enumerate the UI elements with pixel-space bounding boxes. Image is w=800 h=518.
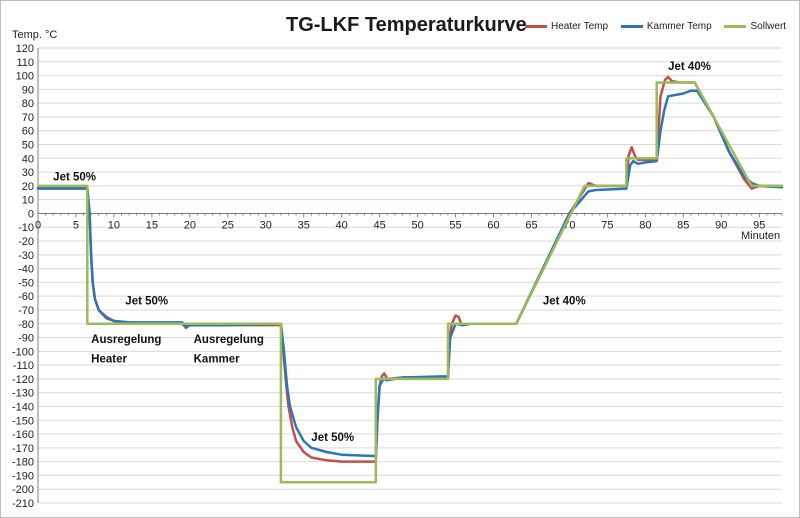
y-tick-label: 40 bbox=[22, 153, 34, 165]
legend-label-kammer: Kammer Temp bbox=[646, 21, 712, 32]
annotation-label: Kammer bbox=[194, 353, 241, 365]
x-tick-label: 15 bbox=[146, 219, 158, 231]
y-tick-label: 70 bbox=[22, 112, 34, 124]
legend-swatch-heater bbox=[525, 24, 547, 28]
y-axis-label: Temp. °C bbox=[12, 29, 58, 41]
x-tick-label: 5 bbox=[73, 219, 79, 231]
y-tick-label: -20 bbox=[18, 236, 34, 248]
x-tick-label: 20 bbox=[184, 219, 196, 231]
y-tick-label: 100 bbox=[16, 71, 34, 83]
annotation-label: Jet 40% bbox=[543, 295, 586, 307]
y-tick-label: -70 bbox=[18, 305, 34, 317]
x-tick-label: 40 bbox=[336, 219, 348, 231]
x-tick-label: 85 bbox=[677, 219, 689, 231]
x-tick-label: 75 bbox=[601, 219, 613, 231]
y-tick-label: -10 bbox=[18, 222, 34, 234]
legend-item-heater: Heater Temp bbox=[525, 21, 608, 32]
legend-label-heater: Heater Temp bbox=[551, 21, 609, 32]
y-tick-label: 110 bbox=[16, 57, 34, 69]
legend-swatch-kammer bbox=[620, 24, 643, 28]
x-tick-label: 60 bbox=[487, 219, 499, 231]
x-tick-label: 50 bbox=[411, 219, 423, 231]
series-line-heater-temp bbox=[36, 75, 784, 463]
x-tick-label: 95 bbox=[753, 219, 765, 231]
y-tick-label: 50 bbox=[22, 140, 34, 152]
x-tick-label: 80 bbox=[639, 219, 651, 231]
x-tick-label: 45 bbox=[374, 219, 386, 231]
y-tick-label: -180 bbox=[12, 457, 34, 469]
y-tick-label: -30 bbox=[18, 250, 34, 262]
annotation-label: Jet 40% bbox=[668, 61, 711, 73]
y-tick-label: -90 bbox=[18, 333, 34, 345]
y-tick-label: -160 bbox=[12, 429, 34, 441]
series-line-sollwert bbox=[36, 81, 784, 484]
annotation-label: Jet 50% bbox=[311, 432, 354, 444]
y-tick-label: 120 bbox=[16, 43, 34, 55]
legend-label-sollwert: Sollwert bbox=[750, 21, 787, 32]
y-tick-label: -150 bbox=[12, 415, 34, 427]
y-tick-label: -100 bbox=[12, 346, 34, 358]
y-tick-label: 80 bbox=[22, 98, 34, 110]
y-tick-label: -120 bbox=[12, 374, 34, 386]
y-tick-label: -170 bbox=[12, 443, 34, 455]
annotation-label: Ausregelung bbox=[194, 334, 264, 346]
annotation-label: Jet 50% bbox=[53, 171, 96, 183]
annotation-label: Ausregelung bbox=[91, 334, 161, 346]
chart-title: TG-LKF Temperaturkurve bbox=[286, 14, 527, 36]
y-tick-label: -50 bbox=[18, 277, 34, 289]
x-tick-label: 35 bbox=[298, 219, 310, 231]
x-axis-label: Minuten bbox=[741, 230, 781, 242]
x-tick-label: 65 bbox=[525, 219, 537, 231]
y-tick-label: -130 bbox=[12, 388, 34, 400]
y-tick-label: -110 bbox=[13, 360, 34, 372]
gridlines bbox=[38, 47, 782, 504]
series-lines bbox=[36, 75, 784, 484]
y-tick-label: 20 bbox=[22, 181, 34, 193]
legend-item-kammer: Kammer Temp bbox=[620, 21, 712, 32]
x-tick-label: 25 bbox=[222, 219, 234, 231]
y-tick-label: -210 bbox=[12, 498, 34, 510]
y-tick-label: -80 bbox=[18, 319, 34, 331]
x-tick-label: 90 bbox=[715, 219, 727, 231]
y-tick-label: 0 bbox=[28, 208, 34, 220]
annotation-label: Heater bbox=[91, 353, 127, 365]
y-tick-label: -60 bbox=[18, 291, 34, 303]
annotation-label: Jet 50% bbox=[125, 295, 168, 307]
annotations: Jet 50% Jet 50% Ausregelung Heater Ausregelu… bbox=[53, 61, 711, 444]
legend-item-sollwert: Sollwert bbox=[724, 21, 786, 32]
legend: Heater Temp Kammer Temp Sollwert bbox=[525, 21, 796, 32]
y-tick-label: 30 bbox=[22, 167, 34, 179]
y-axis-ticks: 1201101009080706050403020100-10-20-30-40… bbox=[12, 43, 34, 510]
x-tick-label: 10 bbox=[108, 219, 120, 231]
y-tick-label: 10 bbox=[22, 195, 34, 207]
y-tick-label: -190 bbox=[12, 470, 34, 482]
x-tick-label: 0 bbox=[35, 219, 41, 231]
y-tick-label: 90 bbox=[22, 84, 34, 96]
y-tick-label: -40 bbox=[18, 264, 34, 276]
x-tick-label: 55 bbox=[449, 219, 461, 231]
y-tick-label: -140 bbox=[12, 401, 34, 413]
x-tick-label: 30 bbox=[260, 219, 272, 231]
y-tick-label: 60 bbox=[22, 126, 34, 138]
x-axis: 0 5 10 15 20 25 30 35 40 45 50 55 60 65 70 75 80 85 90 95 bbox=[35, 48, 783, 503]
legend-swatch-sollwert bbox=[724, 24, 747, 28]
series-line-kammer-temp bbox=[36, 89, 784, 458]
y-tick-label: -200 bbox=[12, 484, 34, 496]
